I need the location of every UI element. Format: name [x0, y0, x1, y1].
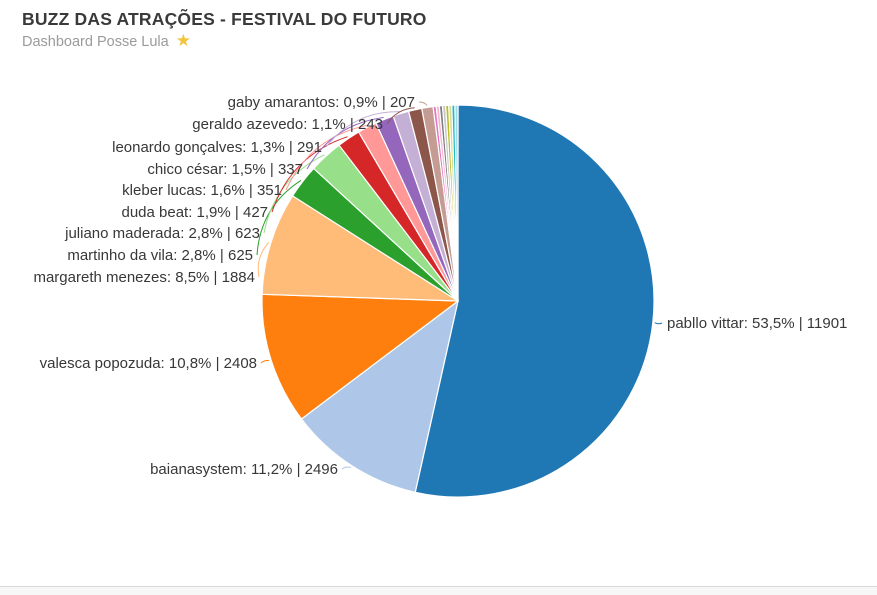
slice-label-pabllo-vittar: pabllo vittar: 53,5% | 11901	[667, 315, 847, 332]
slice-label-margareth-menezes: margareth menezes: 8,5% | 1884	[33, 269, 255, 286]
leader-line-margareth-menezes	[257, 242, 270, 278]
leader-line-pabllo-vittar	[654, 322, 663, 325]
slice-label-martinho-da-vila: martinho da vila: 2,8% | 625	[67, 247, 253, 264]
pie-slice-margareth-menezes[interactable]	[261, 195, 459, 302]
leader-line-geraldo-azevedo	[386, 107, 415, 125]
dashboard-subtitle: Dashboard Posse Lula	[22, 33, 169, 50]
slice-label-duda-beat: duda beat: 1,9% | 427	[121, 204, 268, 221]
leader-line-juliano-maderada	[263, 154, 325, 234]
slice-label-juliano-maderada: juliano maderada: 2,8% | 623	[64, 225, 260, 242]
pie-slice-valesca-popozuda[interactable]	[261, 293, 459, 420]
chart-header: BUZZ DAS ATRAÇÕES - FESTIVAL DO FUTURO D…	[22, 9, 427, 50]
chart-title: BUZZ DAS ATRAÇÕES - FESTIVAL DO FUTURO	[22, 9, 427, 29]
leader-line-gaby-amarantos	[418, 101, 428, 106]
pie-slice-other-19[interactable]	[454, 104, 459, 302]
subtitle-row: Dashboard Posse Lula ★	[22, 31, 427, 50]
leader-line-kleber-lucas	[285, 125, 367, 191]
star-icon: ★	[175, 31, 191, 50]
slice-label-chico-césar: chico césar: 1,5% | 337	[147, 161, 303, 178]
slice-label-valesca-popozuda: valesca popozuda: 10,8% | 2408	[40, 355, 257, 372]
lower-panel-edge	[0, 586, 877, 595]
pie-slice-baianasystem[interactable]	[300, 300, 459, 493]
slice-label-geraldo-azevedo: geraldo azevedo: 1,1% | 243	[192, 116, 383, 133]
leader-line-leonardo-gonçalves	[325, 111, 401, 148]
leader-line-valesca-popozuda	[260, 359, 270, 364]
slice-label-baianasystem: baianasystem: 11,2% | 2496	[150, 461, 338, 478]
slice-label-leonardo-gonçalves: leonardo gonçalves: 1,3% | 291	[112, 139, 322, 156]
pie-slice-pabllo-vittar[interactable]	[414, 104, 655, 498]
leader-line-baianasystem	[341, 466, 351, 470]
slice-label-gaby-amarantos: gaby amarantos: 0,9% | 207	[228, 94, 415, 111]
slice-label-kleber-lucas: kleber lucas: 1,6% | 351	[122, 182, 282, 199]
